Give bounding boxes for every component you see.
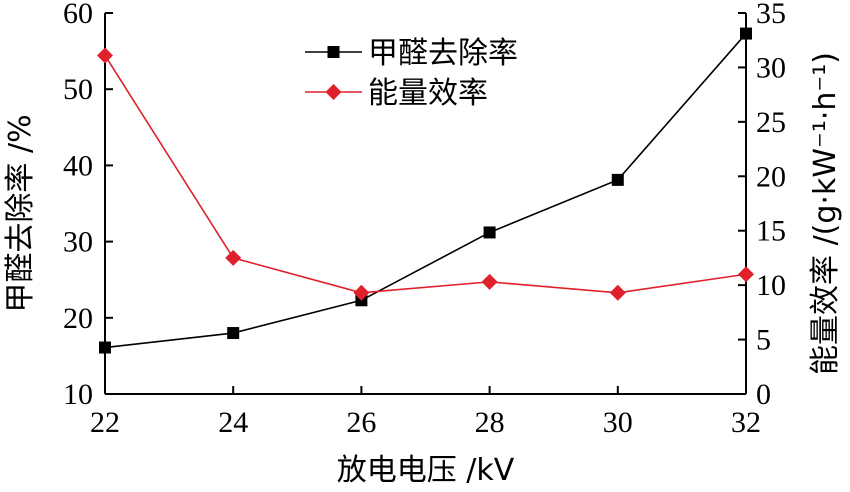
chart-axes xyxy=(104,13,747,395)
legend-marker-square xyxy=(327,46,340,58)
data-point-diamond xyxy=(97,47,113,64)
right-tick-label: 10 xyxy=(756,269,786,302)
data-point-diamond xyxy=(738,266,754,283)
right-tick-label: 25 xyxy=(756,106,786,139)
x-tick-label: 30 xyxy=(603,406,633,439)
right-tick-label: 15 xyxy=(756,215,786,248)
x-tick-label: 24 xyxy=(218,406,248,439)
data-point-diamond xyxy=(225,249,242,266)
left-tick-label: 60 xyxy=(63,0,93,30)
data-point-diamond xyxy=(481,273,498,290)
legend-marker-diamond xyxy=(325,84,342,100)
data-point-square xyxy=(99,341,111,354)
data-point-diamond xyxy=(353,284,370,301)
data-point-diamond xyxy=(609,284,626,301)
left-tick-label: 30 xyxy=(63,226,93,259)
left-axis-ticks: 10 20 30 40 50 60 xyxy=(63,0,113,411)
right-tick-label: 20 xyxy=(756,160,786,193)
left-y-axis-title: 甲醛去除率 /% xyxy=(3,114,38,312)
left-tick-label: 10 xyxy=(63,378,93,411)
x-axis-ticks: 22 24 26 28 30 32 xyxy=(90,386,761,439)
right-tick-label: 5 xyxy=(756,324,771,357)
x-tick-label: 22 xyxy=(90,406,120,439)
legend-item-formaldehyde: 甲醛去除率 xyxy=(305,36,518,71)
legend-item-energy: 能量效率 xyxy=(305,76,488,111)
data-point-square xyxy=(740,27,752,40)
right-tick-label: 0 xyxy=(756,378,771,411)
left-tick-label: 50 xyxy=(63,73,93,106)
x-axis-title: 放电电压 /kV xyxy=(337,453,515,488)
chart-legend: 甲醛去除率 能量效率 xyxy=(305,36,518,111)
legend-label: 甲醛去除率 xyxy=(368,36,518,71)
right-axis-ticks: 0 5 10 15 20 25 30 35 xyxy=(738,0,786,411)
x-tick-label: 26 xyxy=(346,406,376,439)
left-tick-label: 20 xyxy=(63,302,93,335)
data-point-square xyxy=(227,327,240,340)
x-tick-label: 28 xyxy=(475,406,505,439)
series-line-2 xyxy=(104,55,747,294)
left-tick-label: 40 xyxy=(63,149,93,182)
x-tick-label: 32 xyxy=(731,406,761,439)
series-layer xyxy=(97,27,754,354)
data-point-square xyxy=(611,173,624,186)
right-tick-label: 30 xyxy=(756,51,786,84)
legend-label: 能量效率 xyxy=(368,76,488,111)
right-tick-label: 35 xyxy=(756,0,786,30)
right-y-axis-title: 能量效率 /(g·kW⁻¹·h⁻¹) xyxy=(808,52,843,375)
data-point-square xyxy=(483,226,496,239)
series-line-1 xyxy=(104,33,747,349)
